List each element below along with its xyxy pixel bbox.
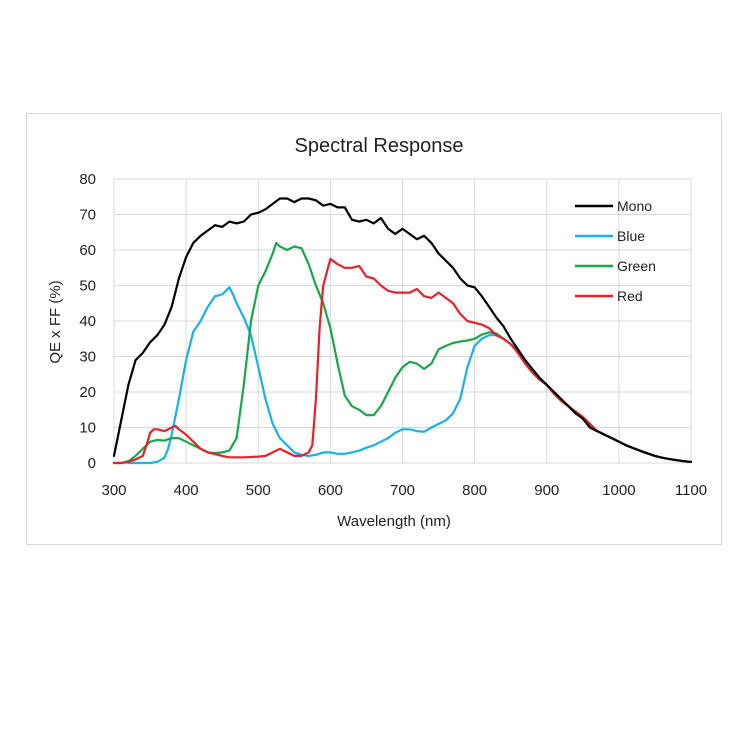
legend-label-green: Green (617, 258, 656, 274)
tick-labels: 300 400 500 600 700 800 900 1000 1100 0 10 20 30 40 50… (79, 171, 707, 499)
x-axis-label: Wavelength (nm) (337, 513, 451, 530)
grid-lines (113, 178, 692, 464)
x-tick-label: 300 (101, 482, 126, 499)
x-tick-label: 700 (390, 482, 415, 499)
x-tick-label: 900 (534, 482, 559, 499)
legend-label-blue: Blue (617, 228, 645, 244)
chart-frame: Spectral Response 300 400 500 600 700 800 900 1… (26, 113, 722, 545)
y-tick-label: 60 (79, 242, 96, 259)
series-lines (112, 197, 693, 465)
x-tick-label: 600 (318, 482, 343, 499)
y-tick-label: 40 (79, 313, 96, 330)
y-tick-label: 20 (79, 384, 96, 401)
x-tick-label: 800 (462, 482, 487, 499)
y-tick-label: 30 (79, 349, 96, 366)
legend: Mono Blue Green Red (575, 198, 656, 304)
series-line-mono (112, 197, 693, 463)
x-tick-label: 400 (174, 482, 199, 499)
y-axis-label: QE x FF (%) (47, 280, 64, 363)
legend-label-mono: Mono (617, 198, 652, 214)
y-tick-label: 70 (79, 207, 96, 224)
y-tick-label: 0 (88, 455, 96, 472)
series-line-red (112, 257, 693, 465)
legend-label-red: Red (617, 288, 643, 304)
x-tick-label: 1000 (602, 482, 635, 499)
spectral-response-chart: Spectral Response 300 400 500 600 700 800 900 1… (47, 135, 707, 530)
y-tick-label: 50 (79, 278, 96, 295)
y-tick-label: 10 (79, 420, 96, 437)
y-tick-label: 80 (79, 171, 96, 188)
chart-title: Spectral Response (295, 135, 464, 157)
x-tick-label: 500 (246, 482, 271, 499)
x-tick-label: 1100 (675, 482, 707, 499)
